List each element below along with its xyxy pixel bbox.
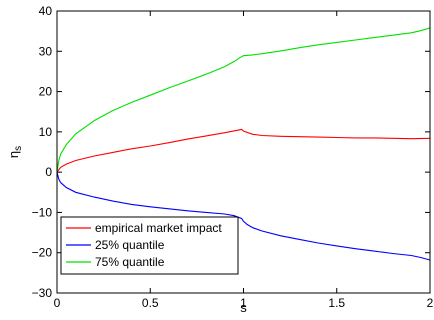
legend-entry-label: empirical market impact <box>95 221 222 235</box>
y-tick-label: 0 <box>45 165 52 179</box>
y-tick-label: 10 <box>39 125 53 139</box>
series-layer <box>56 27 431 261</box>
legend: empirical market impact 25% quantile 75% q… <box>60 216 239 275</box>
x-tick-label: 2 <box>427 296 434 310</box>
x-tick-label: 1.5 <box>328 296 345 310</box>
y-tick-label: −10 <box>32 205 53 219</box>
y-axis-label: ηs <box>6 146 24 158</box>
y-tick-label: 40 <box>39 4 53 18</box>
y-tick-label: 20 <box>39 85 53 99</box>
axis-ticks: 0 0.5 1 1.5 2 −30 −20 −10 0 10 20 30 40 <box>32 4 434 310</box>
x-tick-label: 1 <box>240 296 247 310</box>
y-tick-label: −30 <box>32 286 53 300</box>
y-tick-label: 30 <box>39 44 53 58</box>
x-axis-label: s <box>240 300 247 315</box>
y-axis-label-subscript: s <box>13 146 24 151</box>
legend-entry-label: 75% quantile <box>95 255 165 269</box>
x-tick-label: 0.5 <box>142 296 159 310</box>
x-tick-label: 0 <box>54 296 61 310</box>
legend-entry-label: 25% quantile <box>95 238 165 252</box>
series-line <box>56 171 431 261</box>
series-line <box>56 128 431 173</box>
y-axis-label-main: η <box>6 151 21 158</box>
series-line <box>56 27 431 173</box>
y-tick-label: −20 <box>32 246 53 260</box>
